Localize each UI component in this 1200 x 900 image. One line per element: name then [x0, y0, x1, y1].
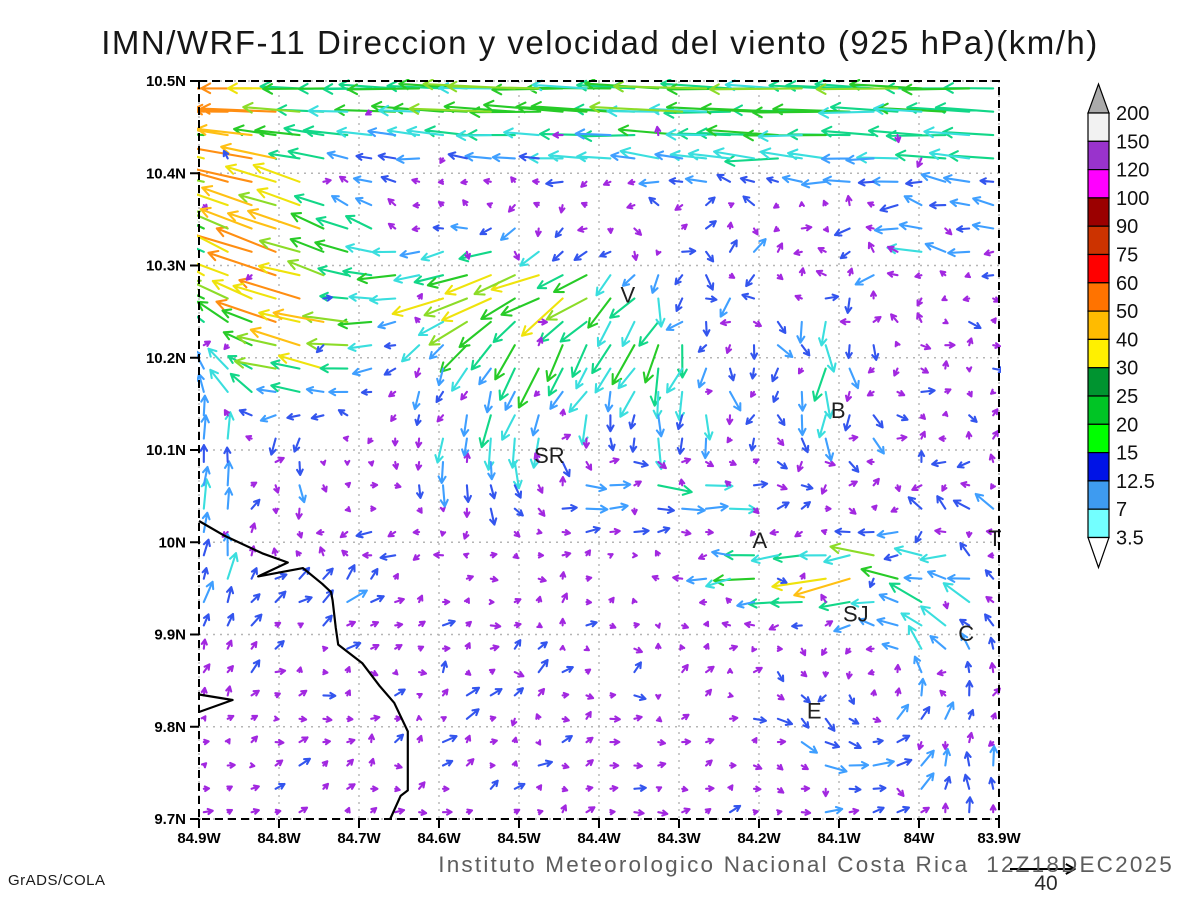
colorbar-label: 75	[1116, 245, 1138, 267]
colorbar-label: 60	[1116, 273, 1138, 295]
colorbar-label: 150	[1116, 131, 1149, 153]
wind-arrow-set	[197, 79, 899, 557]
y-tick-label: 9.8N	[154, 719, 186, 736]
grads-credit: GrADS/COLA	[8, 872, 106, 889]
colorbar-segment	[1087, 282, 1110, 312]
wind-arrow-set	[197, 124, 851, 599]
colorbar-segment	[1087, 480, 1110, 510]
colorbar-segment	[1087, 112, 1110, 142]
colorbar-segment	[1087, 197, 1110, 227]
y-tick-label: 10.3N	[146, 258, 186, 275]
x-tick-label: 84.4W	[577, 830, 621, 847]
station-label-v: V	[620, 283, 635, 308]
y-tick-label: 10.1N	[146, 442, 186, 459]
colorbar-label: 120	[1116, 160, 1149, 182]
colorbar-label: 200	[1116, 103, 1149, 125]
station-label-c: C	[958, 621, 974, 646]
colorbar-label: 100	[1116, 188, 1149, 210]
x-tick-label: 84W	[904, 830, 936, 847]
x-tick-label: 84.5W	[497, 830, 541, 847]
station-label-b: B	[831, 398, 846, 423]
colorbar-segment	[1087, 508, 1110, 539]
colorbar-segment	[1087, 423, 1110, 454]
station-label-a: A	[752, 528, 767, 553]
x-tick-label: 84.2W	[737, 830, 781, 847]
colorbar-segment	[1087, 140, 1110, 171]
colorbar-segment	[1087, 253, 1110, 284]
colorbar-segment	[1087, 367, 1110, 397]
caption-text: Instituto Meteorologico Nacional Costa R…	[438, 852, 1174, 877]
station-label-t: T	[988, 526, 1001, 551]
x-tick-label: 84.1W	[817, 830, 861, 847]
page-title: IMN/WRF-11 Direccion y velocidad del vie…	[101, 24, 1099, 61]
station-label-sr: SR	[534, 443, 565, 468]
x-tick-label: 83.9W	[977, 830, 1021, 847]
x-tick-label: 84.6W	[417, 830, 461, 847]
wind-arrow-set	[200, 79, 971, 650]
station-label-e: E	[807, 699, 822, 724]
wind-arrow-set	[197, 79, 971, 587]
colorbar-label: 3.5	[1116, 528, 1144, 550]
reference-vector-arrow	[1010, 863, 1076, 875]
colorbar-label: 12.5	[1116, 471, 1155, 493]
wind-arrow-set	[197, 127, 999, 815]
colorbar-label: 15	[1116, 443, 1138, 465]
colorbar-label: 50	[1116, 301, 1138, 323]
colorbar-segment	[1087, 452, 1110, 482]
station-label-sj: SJ	[843, 602, 869, 627]
wind-arrows	[197, 79, 1001, 817]
colorbar-label: 30	[1116, 358, 1138, 380]
y-tick-label: 9.7N	[154, 811, 186, 828]
colorbar-label: 7	[1116, 499, 1127, 521]
station-labels: V B SR A SJ C E T	[534, 283, 1001, 724]
colorbar-segment	[1087, 338, 1110, 369]
colorbar-over-arrow	[1087, 82, 1110, 114]
y-tick-label: 10.5N	[146, 73, 186, 90]
colorbar-under-arrow	[1087, 536, 1110, 570]
colorbar-label: 90	[1116, 216, 1138, 238]
x-tick-label: 84.7W	[337, 830, 381, 847]
colorbar-segment	[1087, 169, 1110, 199]
coastline	[198, 520, 409, 820]
colorbar-label: 20	[1116, 414, 1138, 436]
wind-arrow-set	[200, 109, 1001, 817]
y-tick-label: 10N	[158, 534, 186, 551]
x-tick-label: 84.9W	[177, 830, 221, 847]
x-tick-label: 84.3W	[657, 830, 701, 847]
colorbar-label: 25	[1116, 386, 1138, 408]
reference-vector-label: 40	[1034, 872, 1058, 895]
x-tick-label: 84.8W	[257, 830, 301, 847]
y-tick-label: 9.9N	[154, 627, 186, 644]
y-tick-label: 10.4N	[146, 165, 186, 182]
colorbar-segment	[1087, 310, 1110, 341]
colorbar-segment	[1087, 225, 1110, 256]
y-tick-label: 10.2N	[146, 350, 186, 367]
axis-ticks	[190, 80, 1000, 828]
wind-arrow-set	[199, 149, 1001, 814]
colorbar-label: 40	[1116, 329, 1138, 351]
wind-arrow-set	[197, 82, 827, 592]
colorbar-segment	[1087, 395, 1110, 425]
